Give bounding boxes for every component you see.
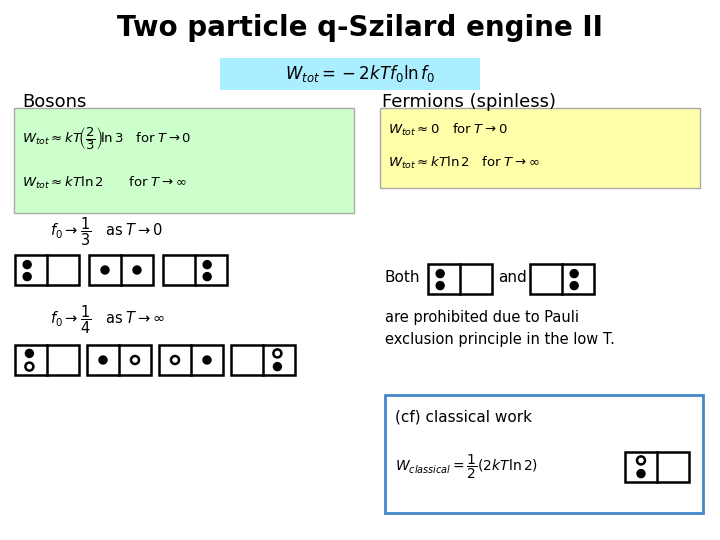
Text: $f_0 \to \dfrac{1}{4} \quad \mathrm{as}\; T \to \infty$: $f_0 \to \dfrac{1}{4} \quad \mathrm{as}\… bbox=[50, 303, 166, 336]
Text: $W_{tot} \approx 0 \quad \mathrm{for}\; T \to 0$: $W_{tot} \approx 0 \quad \mathrm{for}\; … bbox=[388, 122, 508, 138]
Text: $W_{tot} \approx kT\ln 2 \qquad \mathrm{for}\; T \to \infty$: $W_{tot} \approx kT\ln 2 \qquad \mathrm{… bbox=[22, 175, 186, 191]
Text: (cf) classical work: (cf) classical work bbox=[395, 409, 532, 424]
Bar bbox=[14, 108, 354, 213]
Circle shape bbox=[133, 266, 141, 274]
Text: Two particle q-Szilard engine II: Two particle q-Szilard engine II bbox=[117, 14, 603, 42]
Circle shape bbox=[101, 266, 109, 274]
Circle shape bbox=[23, 261, 31, 268]
Circle shape bbox=[436, 281, 444, 289]
Bar bbox=[625, 452, 689, 482]
Bar bbox=[163, 255, 227, 285]
Text: Fermions (spinless): Fermions (spinless) bbox=[382, 93, 556, 111]
Circle shape bbox=[99, 356, 107, 364]
Circle shape bbox=[436, 269, 444, 278]
Bar bbox=[159, 345, 223, 375]
Bar bbox=[87, 345, 151, 375]
Circle shape bbox=[637, 470, 645, 477]
Text: Bosons: Bosons bbox=[22, 93, 86, 111]
Circle shape bbox=[25, 349, 33, 357]
Circle shape bbox=[570, 281, 578, 289]
Bar bbox=[15, 345, 79, 375]
Text: Both: Both bbox=[385, 271, 420, 286]
Text: are prohibited due to Pauli
exclusion principle in the low T.: are prohibited due to Pauli exclusion pr… bbox=[385, 310, 615, 347]
Text: $W_{tot} \approx kT\!\left(\dfrac{2}{3}\right)\!\ln 3 \quad \mathrm{for}\; T \to: $W_{tot} \approx kT\!\left(\dfrac{2}{3}\… bbox=[22, 125, 192, 152]
Circle shape bbox=[570, 269, 578, 278]
Text: $W_{classical} = \dfrac{1}{2}(2kT\ln 2)$: $W_{classical} = \dfrac{1}{2}(2kT\ln 2)$ bbox=[395, 453, 538, 481]
Circle shape bbox=[274, 362, 282, 370]
Bar bbox=[15, 255, 79, 285]
Bar bbox=[530, 264, 594, 294]
Text: and: and bbox=[498, 271, 527, 286]
Bar bbox=[220, 58, 480, 90]
Bar bbox=[89, 255, 153, 285]
Circle shape bbox=[203, 273, 211, 281]
Bar bbox=[380, 108, 700, 188]
Circle shape bbox=[203, 356, 211, 364]
Text: $W_{tot} = -2kTf_0 \ln f_0$: $W_{tot} = -2kTf_0 \ln f_0$ bbox=[285, 64, 435, 84]
Circle shape bbox=[203, 261, 211, 268]
Bar bbox=[231, 345, 295, 375]
Text: $f_0 \to \dfrac{1}{3} \quad \mathrm{as}\; T \to 0$: $f_0 \to \dfrac{1}{3} \quad \mathrm{as}\… bbox=[50, 215, 163, 248]
Text: $W_{tot} \approx kT\ln 2 \quad \mathrm{for}\; T \to \infty$: $W_{tot} \approx kT\ln 2 \quad \mathrm{f… bbox=[388, 155, 540, 171]
Circle shape bbox=[23, 273, 31, 281]
Bar bbox=[385, 395, 703, 513]
Bar bbox=[428, 264, 492, 294]
